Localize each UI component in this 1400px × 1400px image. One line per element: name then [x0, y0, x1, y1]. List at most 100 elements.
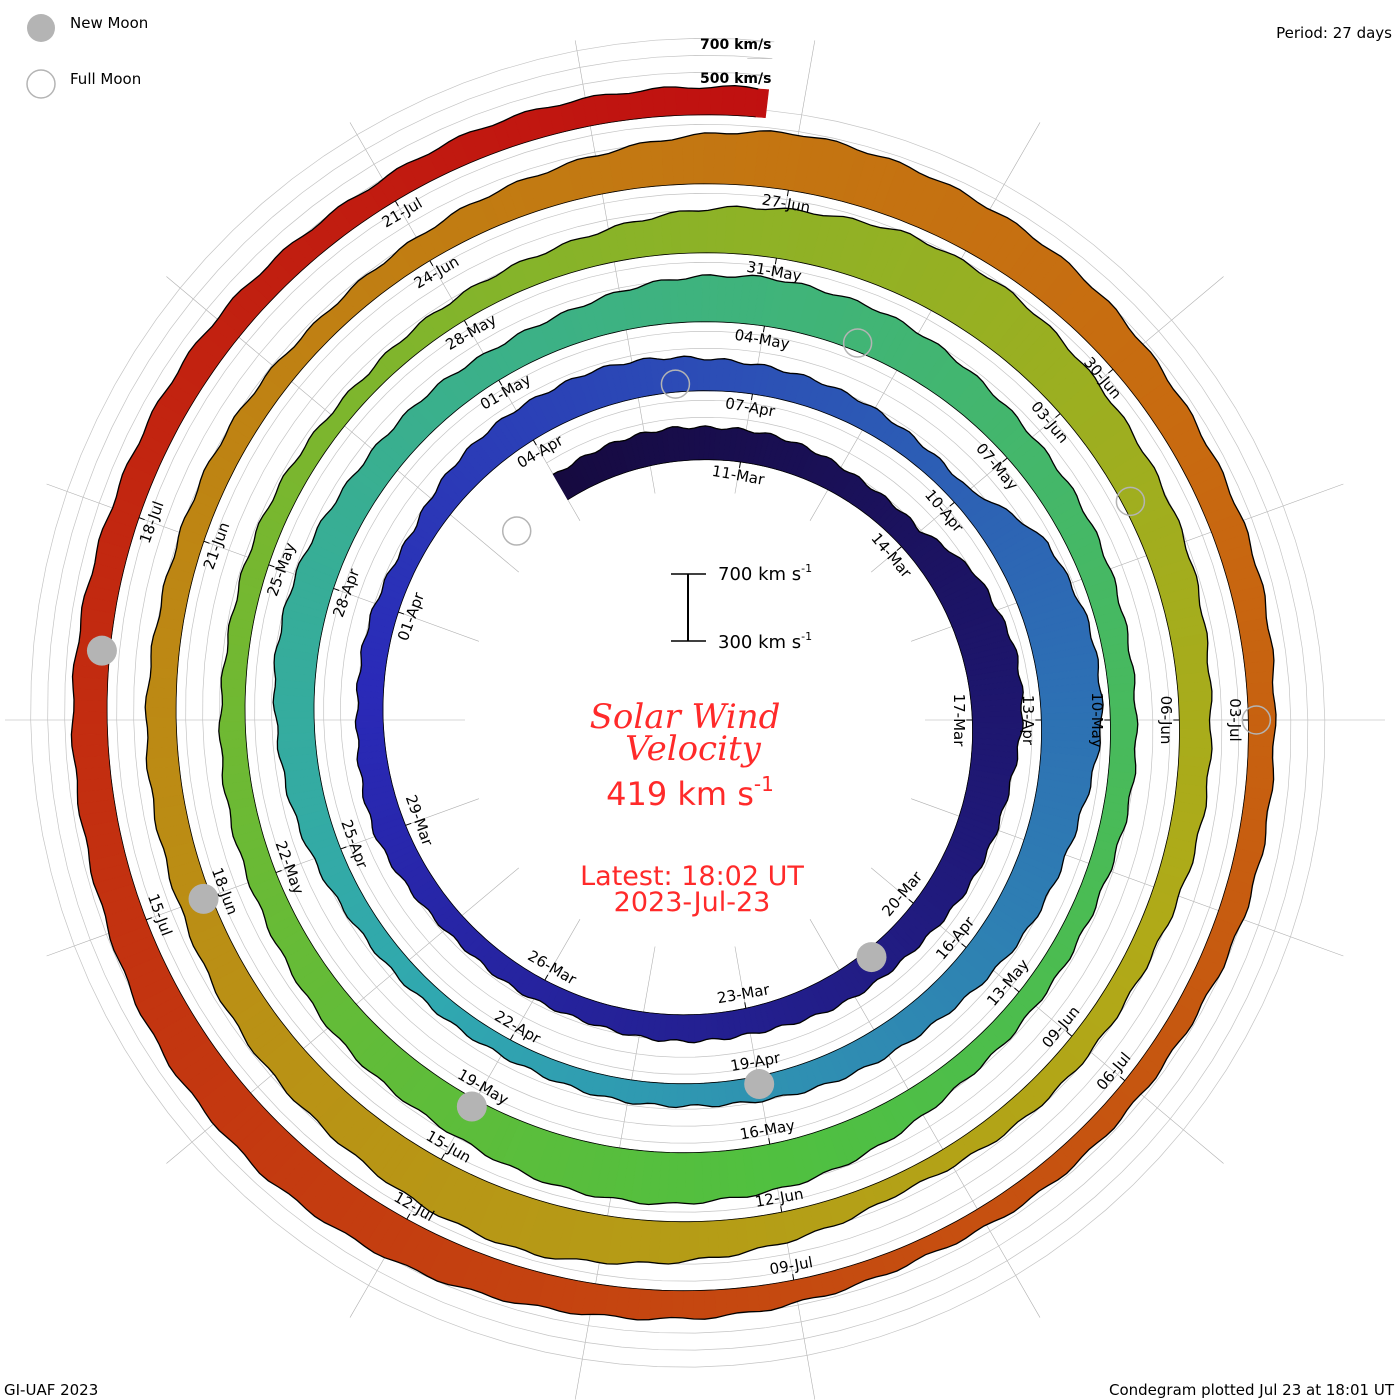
velocity-segment [1110, 731, 1138, 741]
velocity-segment [693, 274, 703, 323]
date-label: 11-Mar [711, 462, 767, 489]
date-tick [405, 822, 412, 826]
velocity-bars [70, 84, 1277, 1321]
velocity-segment [688, 1221, 700, 1261]
velocity-segment [682, 134, 695, 185]
date-tick [203, 540, 210, 544]
velocity-segment [71, 722, 108, 735]
new-moon-marker [188, 883, 219, 914]
scale-bottom-label: 300 km s-1 [718, 630, 812, 653]
date-tick [1055, 413, 1061, 418]
moon-markers [86, 328, 1272, 1122]
full-moon-marker [660, 369, 691, 399]
scale-bar: 700 km s-1 300 km s-1 [671, 562, 812, 653]
date-tick [268, 564, 275, 568]
date-label: 10-May [1088, 692, 1106, 748]
velocity-segment [688, 210, 699, 254]
date-tick [463, 320, 468, 326]
velocity-segment [1245, 671, 1274, 685]
velocity-segment [707, 1220, 720, 1258]
date-tick [896, 546, 902, 551]
date-tick [750, 393, 753, 401]
velocity-segment [735, 1286, 750, 1314]
date-tick [774, 258, 777, 265]
velocity-segment [1247, 745, 1274, 759]
velocity-segment [755, 88, 770, 119]
date-tick [406, 1213, 411, 1220]
velocity-segment [1178, 719, 1211, 730]
new-moon-legend-label: New Moon [70, 14, 148, 32]
velocity-outline [70, 84, 1277, 1321]
date-tick [908, 898, 914, 904]
new-moon-marker [456, 1091, 487, 1122]
date-tick [398, 611, 405, 615]
velocity-segment [1247, 735, 1275, 748]
velocity-segment [696, 358, 705, 392]
date-label: 06-Jun [1157, 696, 1175, 745]
velocity-segment [1108, 691, 1135, 702]
velocity-segment [147, 726, 178, 739]
velocity-segment [146, 736, 178, 749]
date-tick [1002, 457, 1008, 463]
velocity-segment [677, 278, 688, 324]
date-label: 07-Apr [724, 394, 777, 421]
velocity-segment [651, 86, 666, 118]
velocity-segment [687, 1014, 695, 1044]
date-label: 03-Jul [1226, 698, 1244, 741]
velocity-segment [679, 210, 690, 254]
date-tick [544, 974, 549, 981]
date-tick [744, 1002, 747, 1009]
velocity-segment [663, 86, 678, 117]
date-tick [961, 943, 967, 948]
new-moon-marker [744, 1069, 775, 1100]
velocity-segment [144, 696, 177, 709]
velocity-segment [703, 1289, 717, 1320]
date-tick [1014, 987, 1020, 993]
date-label: 04-May [733, 326, 791, 353]
velocity-segment [683, 427, 690, 461]
velocity-segment [710, 85, 724, 116]
velocity-segment [1110, 723, 1139, 733]
velocity-segment [1246, 681, 1274, 695]
velocity-segment [219, 738, 248, 750]
date-tick [1108, 368, 1114, 374]
velocity-segment [693, 132, 705, 185]
velocity-segment [71, 744, 110, 758]
title-line-1: Solar Wind [590, 697, 781, 737]
full-moon-legend-icon [26, 69, 56, 99]
velocity-segment [725, 1287, 739, 1316]
velocity-segment [1178, 700, 1213, 712]
velocity-segment [144, 706, 177, 718]
full-moon-legend-label: Full Moon [70, 70, 141, 88]
velocity-segment [73, 699, 108, 713]
velocity-segment [971, 710, 1023, 718]
date-tick [768, 1138, 771, 1145]
plotted-timestamp: Condegram plotted Jul 23 at 18:01 UT [1109, 1381, 1395, 1399]
velocity-segment [703, 1082, 713, 1108]
velocity-segment [145, 717, 177, 728]
date-tick [786, 190, 789, 197]
date-tick [532, 439, 537, 446]
velocity-segment [701, 1151, 713, 1204]
date-tick [792, 1274, 795, 1281]
velocity-segment [699, 1013, 707, 1042]
velocity-segment [1246, 692, 1276, 705]
date-label: 16-May [738, 1116, 796, 1143]
velocity-segment [678, 1221, 690, 1264]
velocity-segment [690, 356, 698, 392]
date-tick [275, 870, 282, 874]
date-label: 13-Apr [1019, 695, 1037, 746]
velocity-segment [675, 86, 689, 116]
velocity-segment [72, 710, 108, 724]
velocity-segment [682, 1083, 692, 1107]
velocity-segment [714, 1288, 728, 1319]
velocity-segment [682, 1290, 695, 1320]
velocity-segment [688, 427, 695, 461]
velocity-segment [355, 721, 384, 729]
date-tick [1119, 1076, 1126, 1081]
scale-top-label: 700 km s-1 [718, 562, 812, 585]
velocity-segment [1247, 714, 1277, 726]
date-tick [440, 1153, 445, 1160]
date-tick [333, 587, 340, 591]
